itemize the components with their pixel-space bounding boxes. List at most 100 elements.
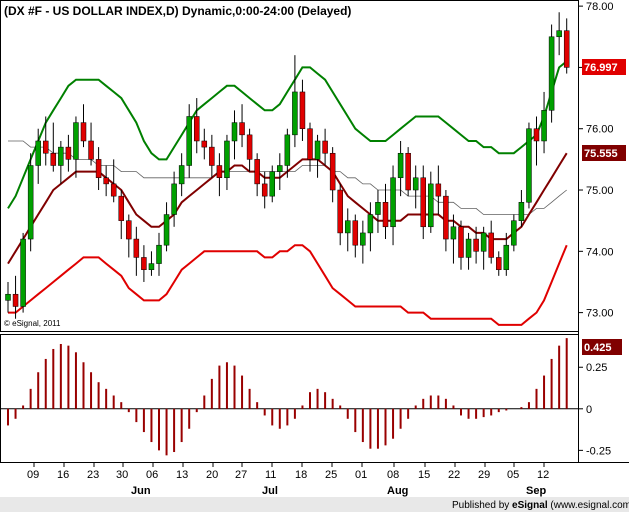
candle-body: [269, 171, 275, 197]
candle-body: [12, 293, 19, 307]
candle: [88, 122, 94, 166]
candle: [307, 122, 313, 172]
footer-text: Published by eSignal (www.esignal.com): [452, 500, 629, 511]
x-tick-label: 01: [355, 469, 367, 481]
candle-body: [503, 244, 510, 270]
candle: [216, 153, 223, 197]
candle: [526, 122, 532, 209]
month-label: Jun: [131, 485, 151, 497]
candle-body: [186, 116, 192, 166]
x-tick-label: 27: [235, 469, 247, 481]
candle-body: [329, 152, 336, 191]
candle-body: [420, 177, 426, 228]
x-tick-label: 13: [176, 469, 188, 481]
candle-body: [126, 220, 132, 240]
candle: [194, 98, 200, 154]
candle: [412, 165, 419, 209]
oscillator-value-label: 0.425: [584, 342, 612, 354]
candle: [367, 202, 374, 252]
candle-body: [246, 134, 253, 160]
axis-layer: 73.0074.0075.0076.0077.0078.00-0.2500.25…: [27, 1, 614, 497]
candle-body: [35, 140, 41, 166]
candle: [435, 165, 442, 215]
osc-y-tick-label: 0: [586, 404, 592, 416]
x-tick-label: 12: [537, 469, 549, 481]
osc-y-tick-label: -0.25: [586, 445, 611, 457]
candle: [58, 140, 64, 184]
candle-body: [367, 214, 374, 234]
candle: [209, 134, 215, 178]
candle-body: [511, 220, 517, 246]
candle: [95, 147, 102, 191]
candle: [103, 165, 109, 197]
candle-body: [103, 177, 109, 185]
last-price-tag: 76.997: [582, 59, 626, 75]
candle: [80, 104, 87, 148]
osc-y-tick-label: 0.25: [586, 362, 607, 374]
candle: [224, 134, 230, 191]
mid-band-tag: 75.555: [582, 145, 626, 161]
candle: [239, 104, 245, 148]
candle: [428, 171, 434, 233]
x-tick-label: 11: [265, 469, 276, 481]
candle-body: [465, 238, 472, 258]
candle-body: [133, 238, 140, 258]
candle-body: [405, 152, 411, 191]
candle-body: [412, 177, 419, 191]
candle-body: [397, 152, 404, 179]
candle: [43, 116, 49, 166]
candle-body: [307, 128, 313, 160]
month-label: Jul: [262, 485, 278, 497]
candle: [548, 24, 555, 123]
candle: [480, 226, 487, 270]
candle-body: [95, 159, 102, 179]
candle-body: [299, 91, 306, 129]
price-y-tick-label: 78.00: [586, 1, 614, 13]
candle-body: [428, 183, 434, 228]
candle-body: [488, 232, 494, 258]
candle: [20, 232, 26, 313]
candle-body: [224, 140, 230, 179]
candle: [35, 128, 41, 184]
candle: [269, 165, 275, 203]
x-tick-label: 20: [206, 469, 218, 481]
candle: [533, 116, 540, 166]
candle: [110, 159, 117, 203]
candle-body: [163, 214, 170, 246]
candle: [201, 128, 208, 160]
oscillator-panel-border: [0, 334, 579, 463]
candle: [118, 190, 124, 240]
candle-body: [443, 195, 449, 240]
price-panel-border: [0, 0, 579, 332]
candle-body: [171, 183, 177, 215]
candle-layer: [5, 12, 570, 319]
candle: [148, 251, 155, 276]
candle-body: [556, 30, 562, 38]
candle-body: [73, 122, 79, 160]
footer-bar: [0, 497, 629, 512]
price-y-tick-label: 73.00: [586, 308, 614, 320]
x-tick-label: 23: [87, 469, 99, 481]
candle: [133, 226, 140, 276]
candle: [65, 134, 72, 172]
candle-body: [458, 226, 464, 258]
x-tick-label: 05: [507, 469, 519, 481]
candle: [5, 281, 11, 313]
candle: [284, 128, 291, 178]
mid-band-label: 75.555: [584, 148, 618, 160]
band-layer: [7, 60, 568, 326]
candle-body: [194, 116, 200, 142]
candle-body: [526, 128, 532, 203]
candle-body: [5, 293, 11, 301]
price-y-tick-label: 76.00: [586, 124, 614, 136]
footer-suffix: (www.esignal.com): [548, 500, 629, 511]
candle-body: [178, 165, 185, 185]
candle-body: [322, 140, 328, 154]
candle-body: [548, 36, 555, 111]
x-tick-label: 30: [116, 469, 128, 481]
candle: [345, 208, 351, 252]
candle-body: [20, 238, 26, 307]
candle: [292, 55, 298, 148]
month-label: Sep: [526, 485, 546, 497]
candle: [277, 153, 283, 191]
